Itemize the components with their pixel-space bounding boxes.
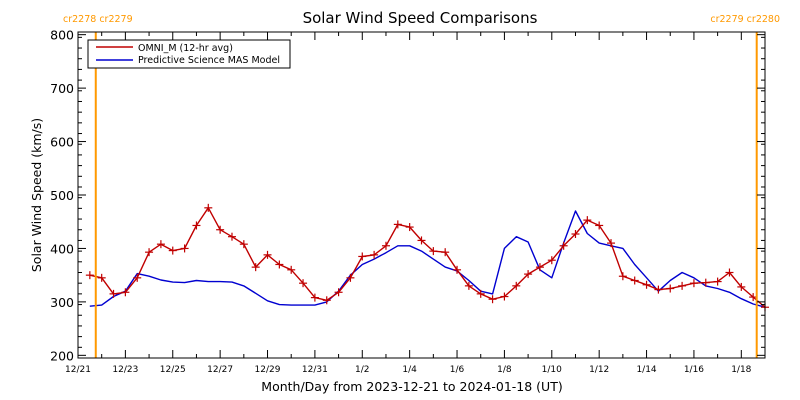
omni-data-point [441, 248, 450, 257]
omni-series-line [89, 207, 766, 308]
omni-data-point [192, 221, 201, 230]
omni-data-point [133, 273, 142, 282]
omni-data-point [737, 282, 746, 291]
y-tick-label: 700 [50, 81, 74, 96]
omni-data-point [547, 256, 556, 265]
x-tick-label: 1/2 [355, 365, 369, 375]
x-tick-label: 12/31 [302, 365, 328, 375]
x-tick-label: 12/29 [255, 365, 281, 375]
x-tick-label: 1/4 [402, 365, 417, 375]
chart-title: Solar Wind Speed Comparisons [303, 9, 538, 27]
omni-data-point [488, 295, 497, 304]
omni-data-point [358, 252, 367, 261]
omni-data-point [216, 225, 225, 234]
omni-data-point [535, 263, 544, 272]
omni-data-point [381, 241, 390, 250]
omni-data-point [85, 271, 94, 280]
plot-frame [77, 31, 766, 359]
omni-data-point [156, 240, 165, 249]
y-tick-label: 500 [50, 188, 74, 203]
legend-label-model: Predictive Science MAS Model [138, 55, 280, 66]
omni-data-point [251, 263, 260, 272]
omni-data-point [417, 236, 426, 245]
omni-data-point [666, 284, 675, 293]
omni-data-point [607, 239, 616, 248]
omni-data-point [227, 232, 236, 241]
legend-label-omni: OMNI_M (12-hr avg) [138, 43, 233, 54]
omni-data-point [630, 276, 639, 285]
omni-data-point [701, 278, 710, 287]
y-tick-label: 200 [50, 348, 74, 363]
y-tick-label: 300 [50, 295, 74, 310]
y-tick-label: 800 [50, 28, 74, 43]
x-tick-label: 1/6 [450, 365, 465, 375]
omni-data-point [583, 216, 592, 225]
omni-data-point [678, 281, 687, 290]
x-tick-label: 1/14 [636, 365, 656, 375]
omni-data-point [464, 281, 473, 290]
legend-box [87, 39, 291, 69]
omni-data-point [654, 285, 663, 294]
carrington-label: cr2279 cr2280 [710, 14, 780, 25]
omni-data-point [287, 265, 296, 274]
omni-data-point [239, 240, 248, 249]
omni-data-point [121, 288, 130, 297]
omni-data-point [713, 277, 722, 286]
x-tick-label: 1/10 [542, 365, 562, 375]
omni-data-point [97, 273, 106, 282]
x-axis-label: Month/Day from 2023-12-21 to 2024-01-18 … [261, 379, 562, 394]
omni-data-point [689, 279, 698, 288]
marker-layer [85, 203, 769, 312]
omni-data-point [334, 288, 343, 297]
x-tick-label: 1/16 [684, 365, 704, 375]
x-tick-label: 1/8 [497, 365, 512, 375]
y-axis-label: Solar Wind Speed (km/s) [29, 118, 44, 272]
omni-data-point [405, 223, 414, 232]
omni-data-point [263, 250, 272, 259]
x-tick-label: 12/21 [65, 365, 91, 375]
omni-data-point [310, 293, 319, 302]
omni-data-point [595, 221, 604, 230]
x-tick-label: 1/12 [589, 365, 609, 375]
omni-data-point [109, 289, 118, 298]
omni-data-point [571, 230, 580, 239]
y-tick-label: 600 [50, 135, 74, 150]
carrington-label: cr2278 cr2279 [63, 14, 133, 25]
omni-data-point [524, 270, 533, 279]
x-tick-label: 12/23 [112, 365, 138, 375]
omni-data-point [500, 292, 509, 301]
omni-data-point [275, 260, 284, 269]
omni-data-point [370, 250, 379, 259]
omni-data-point [559, 241, 568, 250]
omni-data-point [429, 247, 438, 256]
omni-data-point [453, 265, 462, 274]
x-tick-label: 12/25 [160, 365, 186, 375]
omni-data-point [204, 203, 213, 212]
x-tick-label: 1/18 [731, 365, 751, 375]
omni-data-point [322, 296, 331, 305]
omni-data-point [618, 272, 627, 281]
axes-layer: 200 300 400 500 600 700 800 12/21 12/23 12/25 12/2… [50, 28, 766, 375]
omni-data-point [393, 220, 402, 229]
legend: OMNI_M (12-hr avg) Predictive Science MA… [87, 39, 291, 69]
omni-data-point [642, 280, 651, 289]
series-layer [89, 207, 766, 308]
omni-data-point [476, 289, 485, 298]
omni-data-point [725, 268, 734, 277]
x-tick-label: 12/27 [207, 365, 233, 375]
omni-data-point [299, 279, 308, 288]
model-series-line [89, 210, 766, 308]
omni-data-point [180, 244, 189, 253]
omni-data-point [145, 248, 154, 257]
omni-data-point [168, 246, 177, 255]
carrington-layer: cr2278 cr2279 cr2279 cr2280 [63, 14, 780, 358]
omni-data-point [512, 281, 521, 290]
y-tick-label: 400 [50, 241, 74, 256]
omni-data-point [346, 273, 355, 282]
